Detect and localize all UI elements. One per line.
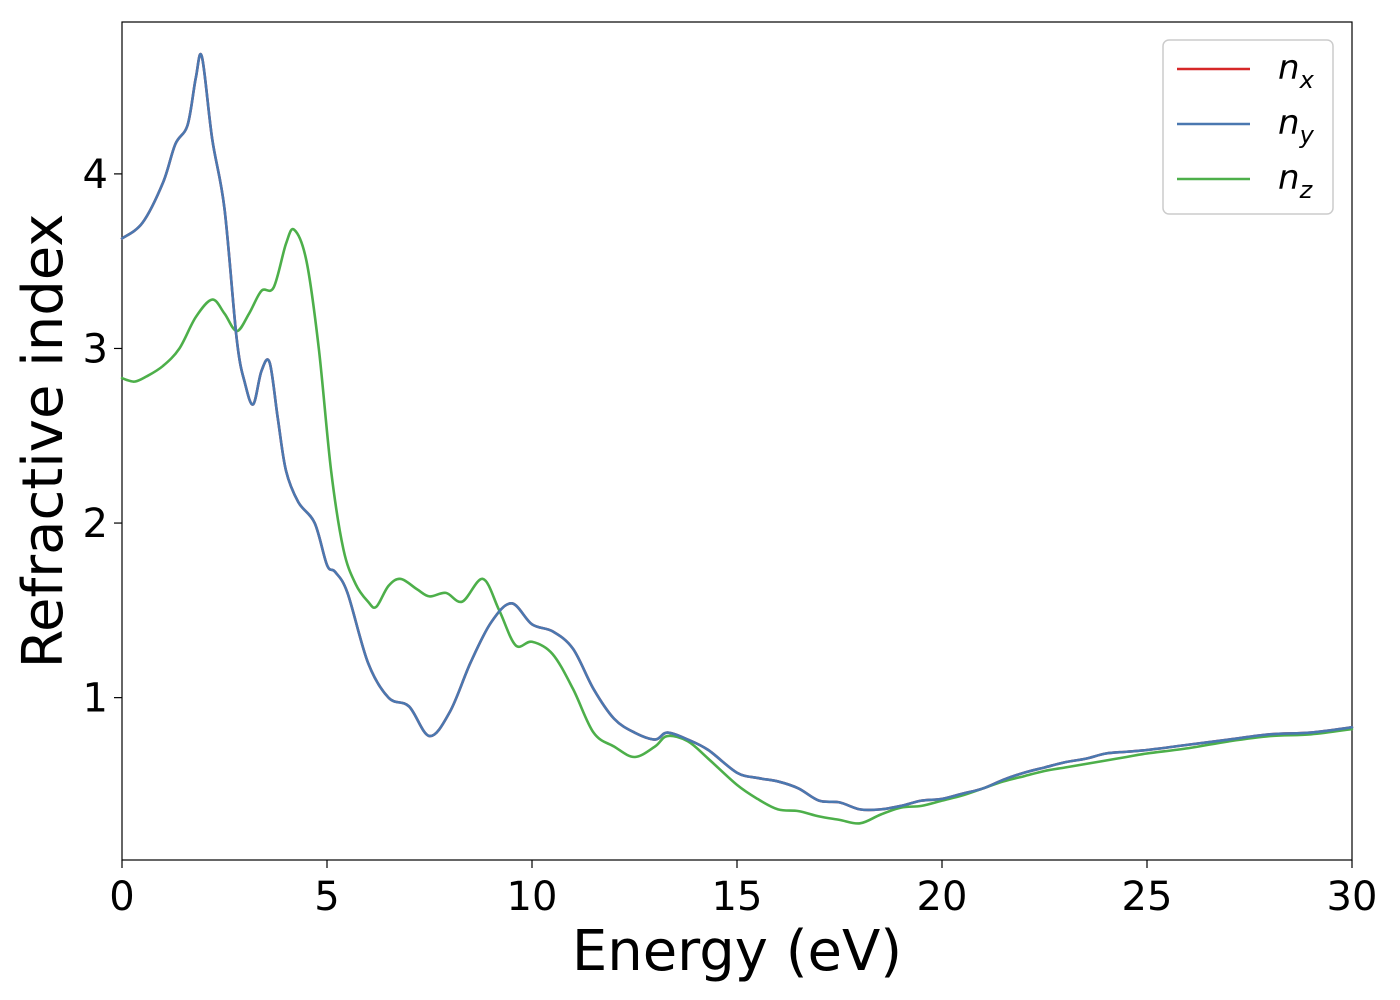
x-tick-label: 10 — [507, 874, 558, 920]
legend-label-base: n — [1278, 103, 1300, 143]
series-group — [120, 52, 1354, 825]
x-tick-label: 30 — [1327, 874, 1378, 920]
y-tick-label: 1 — [83, 676, 108, 722]
series-line-nz — [120, 227, 1354, 825]
series-line-ny — [120, 52, 1354, 812]
y-axis-label: Refractive index — [11, 214, 76, 669]
legend-label-nz: nz — [1278, 158, 1314, 204]
y-tick-label: 4 — [83, 152, 108, 198]
legend-label-nx: nx — [1278, 48, 1315, 94]
x-tick-label: 15 — [712, 874, 763, 920]
legend-frame — [1162, 39, 1334, 215]
legend-label-base: n — [1278, 158, 1300, 198]
x-tick-label: 5 — [314, 874, 339, 920]
x-axis-label: Energy (eV) — [572, 919, 902, 984]
y-axis-ticks: 1 2 3 4 — [83, 152, 122, 722]
x-tick-label: 25 — [1122, 874, 1173, 920]
legend-label-subscript: x — [1299, 66, 1315, 94]
legend-label-ny: ny — [1278, 103, 1315, 149]
x-tick-label: 0 — [109, 874, 134, 920]
x-tick-label: 20 — [917, 874, 968, 920]
legend-label-subscript: y — [1299, 121, 1315, 149]
legend-label-base: n — [1278, 48, 1300, 88]
legend-label-subscript: z — [1299, 176, 1314, 204]
y-tick-label: 2 — [83, 501, 108, 547]
y-tick-label: 3 — [83, 326, 108, 372]
x-axis-ticks: 0 5 10 15 20 25 30 — [109, 860, 1377, 920]
